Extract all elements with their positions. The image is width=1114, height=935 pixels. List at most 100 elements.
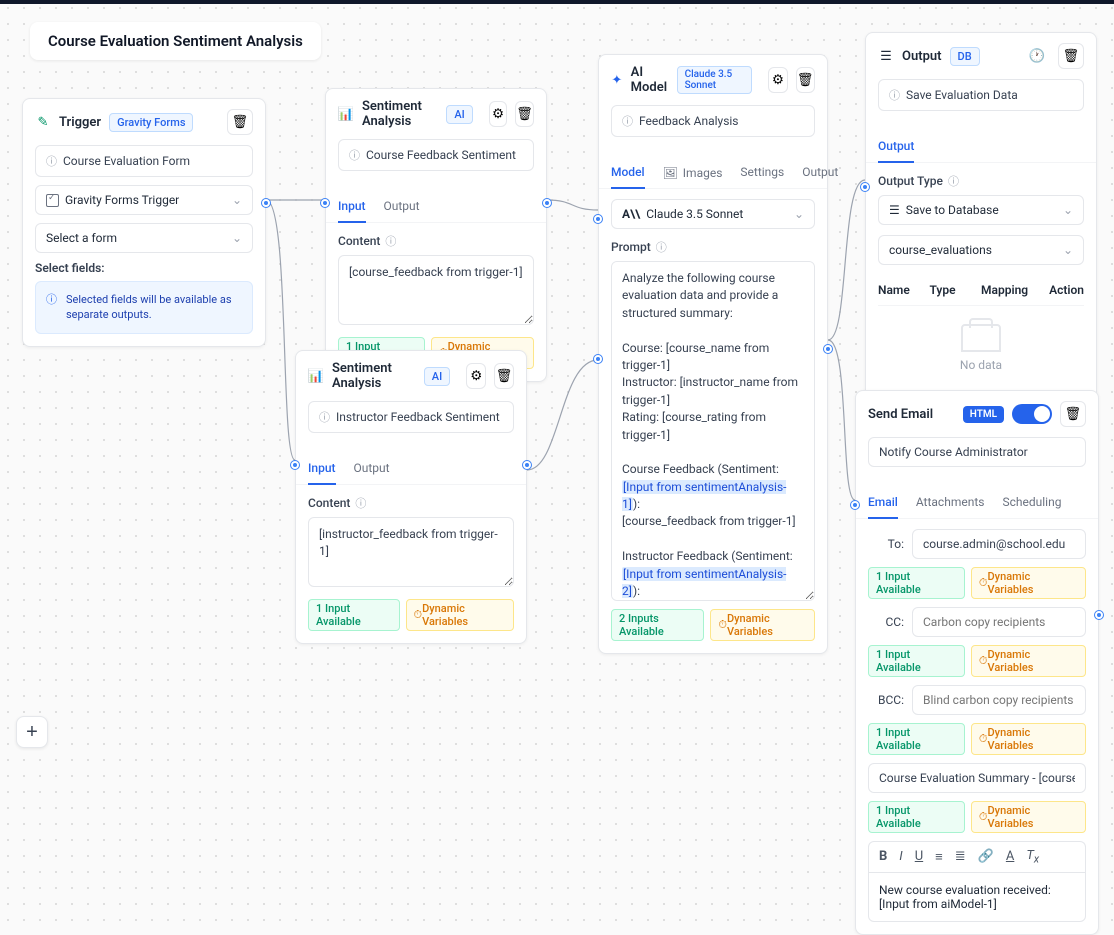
cc-input[interactable] [912, 607, 1086, 637]
email-body-editor[interactable]: New course evaluation received: [Input f… [868, 872, 1086, 922]
ai-model-node: ✦ AI Model Claude 3.5 Sonnet ⚙ 🗑 ⓘ Feedb… [598, 54, 828, 654]
delete-button[interactable]: 🗑 [227, 109, 253, 135]
delete-button[interactable]: 🗑 [515, 101, 534, 127]
input-port-2[interactable] [594, 355, 602, 363]
output-port[interactable] [1095, 611, 1103, 619]
form-select[interactable]: Select a form ⌄ [35, 223, 253, 253]
to-input[interactable] [912, 529, 1086, 559]
input-port[interactable] [291, 461, 299, 469]
dynamic-vars-chip[interactable]: ⏱ Dynamic Variables [406, 599, 514, 631]
output-type-select[interactable]: ☰ Save to Database ⌄ [878, 195, 1084, 225]
trigger-type-select[interactable]: Gravity Forms Trigger ⌄ [35, 185, 253, 215]
inputs-chip: 1 Input Available [868, 567, 965, 599]
tab-input[interactable]: Input [338, 191, 366, 223]
trash-icon: 🗑 [1065, 406, 1082, 422]
chevron-down-icon: ⌄ [232, 231, 242, 245]
email-name-input[interactable] [868, 437, 1086, 467]
settings-button[interactable]: ⚙ [489, 101, 507, 127]
settings-button[interactable]: ⚙ [466, 363, 486, 389]
info-icon: ⓘ [656, 239, 667, 255]
input-port[interactable] [861, 183, 869, 191]
dynamic-vars-chip[interactable]: ⏱ Dynamic Variables [971, 567, 1086, 599]
content-textarea[interactable] [308, 517, 514, 587]
sparkle-icon: ✦ [611, 72, 623, 88]
bcc-label: BCC: [868, 693, 904, 707]
info-icon: ⓘ [948, 173, 959, 189]
dynamic-vars-chip[interactable]: ⏱ Dynamic Variables [710, 609, 815, 641]
list-ordered-button[interactable]: ≡ [935, 849, 943, 865]
input-port[interactable] [851, 501, 859, 509]
text-color-button[interactable]: A [1006, 849, 1014, 864]
inputs-chip: 1 Input Available [868, 801, 965, 833]
editor-toolbar: B I U ≡ ≣ 🔗 A Tx [868, 841, 1086, 872]
image-icon: 🖼 [663, 166, 678, 180]
subject-input[interactable] [868, 763, 1086, 793]
output-node: ☰ Output DB 🕐 🗑 ⓘ Save Evaluation Data O… [865, 32, 1097, 403]
delete-button[interactable]: 🗑 [1060, 401, 1086, 427]
html-toggle[interactable] [1012, 404, 1052, 424]
trigger-badge: Gravity Forms [109, 113, 193, 132]
info-icon: ⓘ [349, 147, 360, 163]
content-textarea[interactable] [338, 255, 534, 325]
html-badge: HTML [963, 406, 1004, 423]
input-port[interactable] [321, 199, 329, 207]
node-title: AI Model [631, 65, 669, 95]
tab-input[interactable]: Input [308, 453, 336, 485]
bcc-input[interactable] [912, 685, 1086, 715]
to-label: To: [868, 537, 904, 551]
tab-output[interactable]: Output [354, 453, 390, 484]
delete-button[interactable]: 🗑 [1058, 43, 1084, 69]
list-unordered-button[interactable]: ≣ [955, 849, 966, 864]
ai-badge: AI [424, 367, 450, 386]
link-button[interactable]: 🔗 [978, 849, 994, 864]
node-name: Course Feedback Sentiment [366, 148, 516, 162]
underline-button[interactable]: U [915, 849, 923, 864]
history-button[interactable]: 🕐 [1024, 43, 1050, 69]
no-data-placeholder: No data [878, 306, 1084, 390]
tab-email[interactable]: Email [868, 487, 898, 519]
inputs-chip: 1 Input Available [868, 723, 965, 755]
input-port[interactable] [594, 215, 602, 223]
output-port[interactable] [262, 199, 270, 207]
model-select-value: Claude 3.5 Sonnet [646, 207, 743, 221]
tab-images[interactable]: 🖼Images [663, 157, 723, 188]
gear-icon: ⚙ [772, 72, 784, 88]
table-name-select[interactable]: course_evaluations ⌄ [878, 235, 1084, 265]
prompt-textarea[interactable]: Analyze the following course evaluation … [611, 261, 815, 601]
add-node-button[interactable]: + [16, 716, 48, 748]
dynamic-vars-chip[interactable]: ⏱ Dynamic Variables [971, 645, 1086, 677]
output-type-label: Output Type [878, 174, 943, 188]
output-port[interactable] [824, 345, 832, 353]
model-select[interactable]: A\\ Claude 3.5 Sonnet ⌄ [611, 199, 815, 229]
form-select-value: Select a form [46, 231, 117, 245]
content-label: Content [338, 234, 380, 248]
tab-output[interactable]: Output [384, 191, 420, 222]
trash-icon: 🗑 [232, 114, 249, 130]
tab-attachments[interactable]: Attachments [916, 487, 985, 518]
delete-button[interactable]: 🗑 [796, 67, 815, 93]
tab-settings[interactable]: Settings [740, 157, 784, 188]
chevron-down-icon: ⌄ [232, 193, 242, 207]
note-box: Selected fields will be available as sep… [35, 281, 253, 334]
node-title: Send Email [868, 407, 933, 422]
tab-scheduling[interactable]: Scheduling [1002, 487, 1061, 518]
node-name: Save Evaluation Data [906, 88, 1018, 102]
tab-model[interactable]: Model [611, 157, 645, 189]
anthropic-icon: A\\ [622, 207, 640, 221]
tab-output[interactable]: Output [878, 131, 914, 163]
settings-button[interactable]: ⚙ [768, 67, 787, 93]
clock-icon: 🕐 [1029, 48, 1046, 64]
italic-button[interactable]: I [899, 849, 902, 864]
clear-format-button[interactable]: Tx [1026, 848, 1039, 866]
output-port[interactable] [543, 199, 551, 207]
inbox-icon [961, 324, 1001, 352]
trash-icon: 🗑 [516, 106, 533, 122]
output-port[interactable] [523, 461, 531, 469]
tab-output[interactable]: Output [802, 157, 838, 188]
bold-button[interactable]: B [879, 849, 887, 864]
dynamic-vars-chip[interactable]: ⏱ Dynamic Variables [971, 801, 1086, 833]
delete-button[interactable]: 🗑 [494, 363, 514, 389]
chevron-down-icon: ⌄ [794, 207, 804, 221]
dynamic-vars-chip[interactable]: ⏱ Dynamic Variables [971, 723, 1086, 755]
prompt-label: Prompt [611, 240, 651, 254]
